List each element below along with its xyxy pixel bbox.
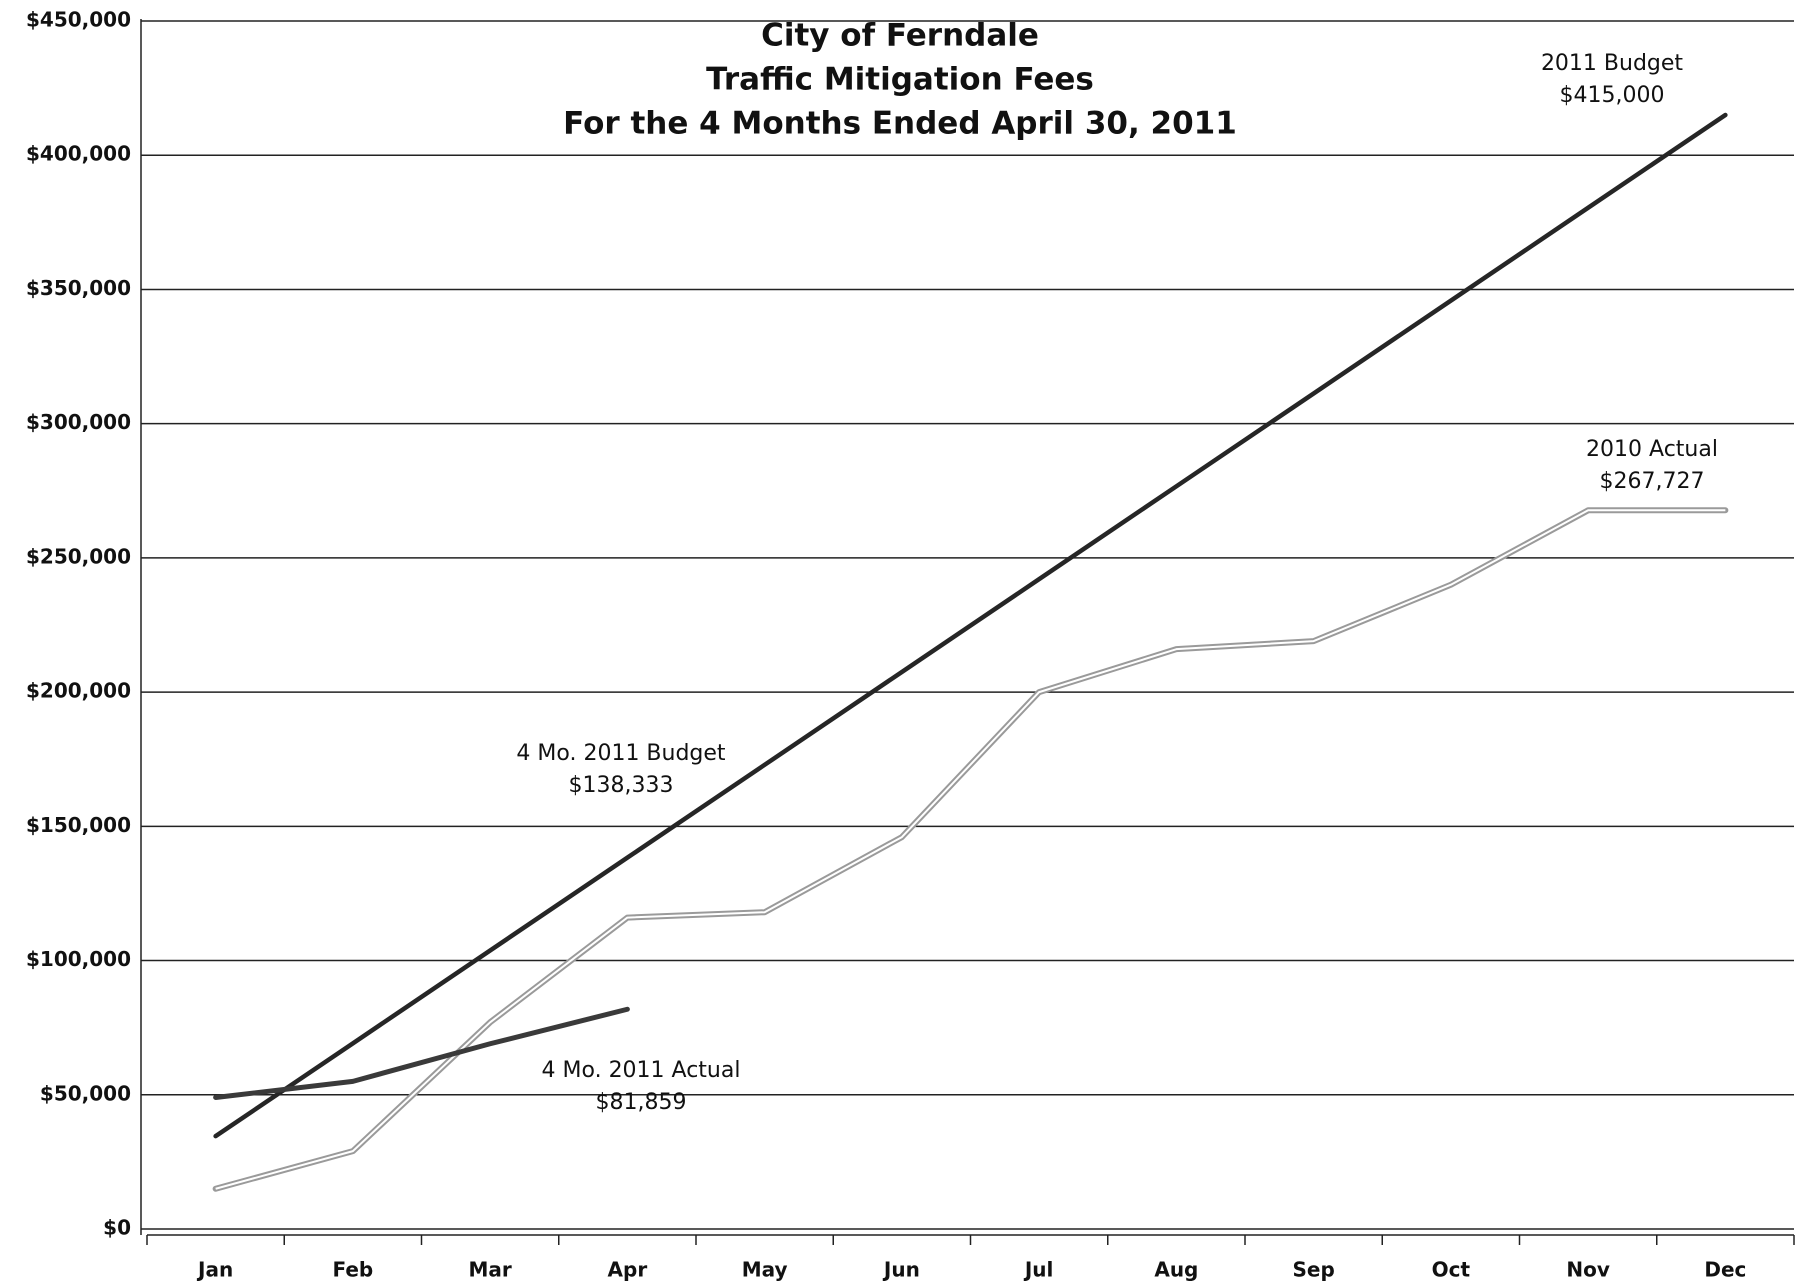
y-tick-label: $150,000 xyxy=(26,813,131,837)
line xyxy=(213,1006,630,1100)
annotation: 2011 Budget xyxy=(1541,51,1683,76)
y-tick-label: $350,000 xyxy=(26,276,131,300)
x-tick-label: Nov xyxy=(1566,1258,1610,1282)
y-tick-label: $250,000 xyxy=(26,544,131,568)
annotation: $415,000 xyxy=(1560,83,1665,108)
annotation: $138,333 xyxy=(569,773,674,798)
series-line xyxy=(213,112,1728,1139)
series-line xyxy=(213,1006,630,1100)
chart-title: City of Ferndale xyxy=(761,18,1039,54)
line xyxy=(212,507,1729,1192)
annotation: 4 Mo. 2011 Actual xyxy=(542,1058,741,1083)
x-tick-label: Aug xyxy=(1154,1258,1198,1282)
x-tick-label: May xyxy=(742,1258,788,1282)
y-tick-label: $0 xyxy=(103,1216,131,1240)
annotation: 4 Mo. 2011 Budget xyxy=(516,741,726,766)
chart-title: Traffic Mitigation Fees xyxy=(706,62,1094,98)
x-tick-label: Jan xyxy=(196,1258,233,1282)
x-tick-label: Feb xyxy=(333,1258,374,1282)
annotation: $81,859 xyxy=(596,1090,687,1115)
chart-title: For the 4 Months Ended April 30, 2011 xyxy=(563,106,1237,142)
x-tick-label: Sep xyxy=(1292,1258,1334,1282)
x-tick-label: Dec xyxy=(1704,1258,1746,1282)
x-tick-label: Jun xyxy=(882,1258,920,1282)
series-line xyxy=(212,507,1729,1192)
y-tick-label: $450,000 xyxy=(26,8,131,32)
y-tick-label: $100,000 xyxy=(26,947,131,971)
annotation: 2010 Actual xyxy=(1586,437,1718,462)
line-inner xyxy=(215,509,1726,1190)
y-tick-label: $300,000 xyxy=(26,410,131,434)
x-tick-label: Apr xyxy=(608,1258,648,1282)
x-tick-label: Oct xyxy=(1432,1258,1471,1282)
annotation: $267,727 xyxy=(1600,469,1705,494)
y-tick-label: $400,000 xyxy=(26,142,131,166)
line xyxy=(213,112,1728,1139)
x-tick-label: Jul xyxy=(1023,1258,1054,1282)
x-tick-label: Mar xyxy=(468,1258,511,1282)
y-tick-label: $200,000 xyxy=(26,679,131,703)
y-tick-label: $50,000 xyxy=(40,1081,131,1105)
